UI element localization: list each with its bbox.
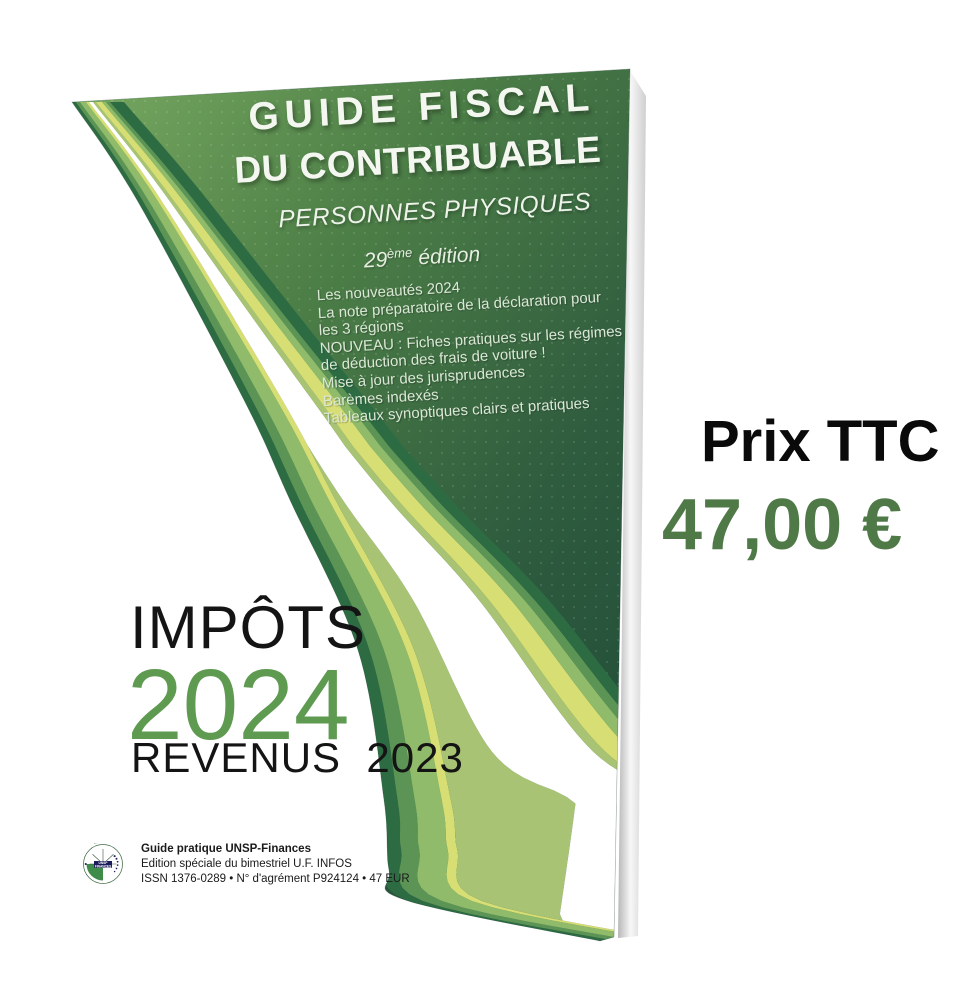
svg-text:FINANCES: FINANCES <box>95 864 112 868</box>
